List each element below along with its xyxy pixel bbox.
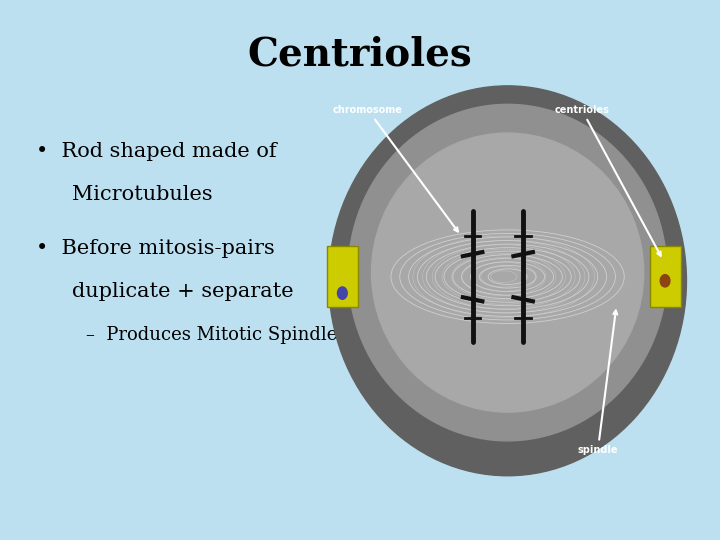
- Text: duplicate + separate: duplicate + separate: [72, 282, 294, 301]
- FancyBboxPatch shape: [649, 246, 680, 307]
- Text: •  Before mitosis-pairs: • Before mitosis-pairs: [36, 239, 275, 258]
- Text: Microtubules: Microtubules: [72, 185, 212, 204]
- Text: –  Produces Mitotic Spindles: – Produces Mitotic Spindles: [86, 326, 347, 344]
- Ellipse shape: [329, 86, 686, 476]
- Text: Centrioles: Centrioles: [248, 35, 472, 73]
- Ellipse shape: [338, 287, 347, 299]
- Text: •  Rod shaped made of: • Rod shaped made of: [36, 141, 276, 161]
- Ellipse shape: [372, 133, 644, 412]
- Text: centrioles: centrioles: [554, 105, 661, 256]
- Ellipse shape: [348, 104, 667, 441]
- Text: spindle: spindle: [577, 310, 618, 455]
- Text: chromosome: chromosome: [333, 105, 458, 232]
- FancyBboxPatch shape: [327, 246, 358, 307]
- Ellipse shape: [660, 275, 670, 287]
